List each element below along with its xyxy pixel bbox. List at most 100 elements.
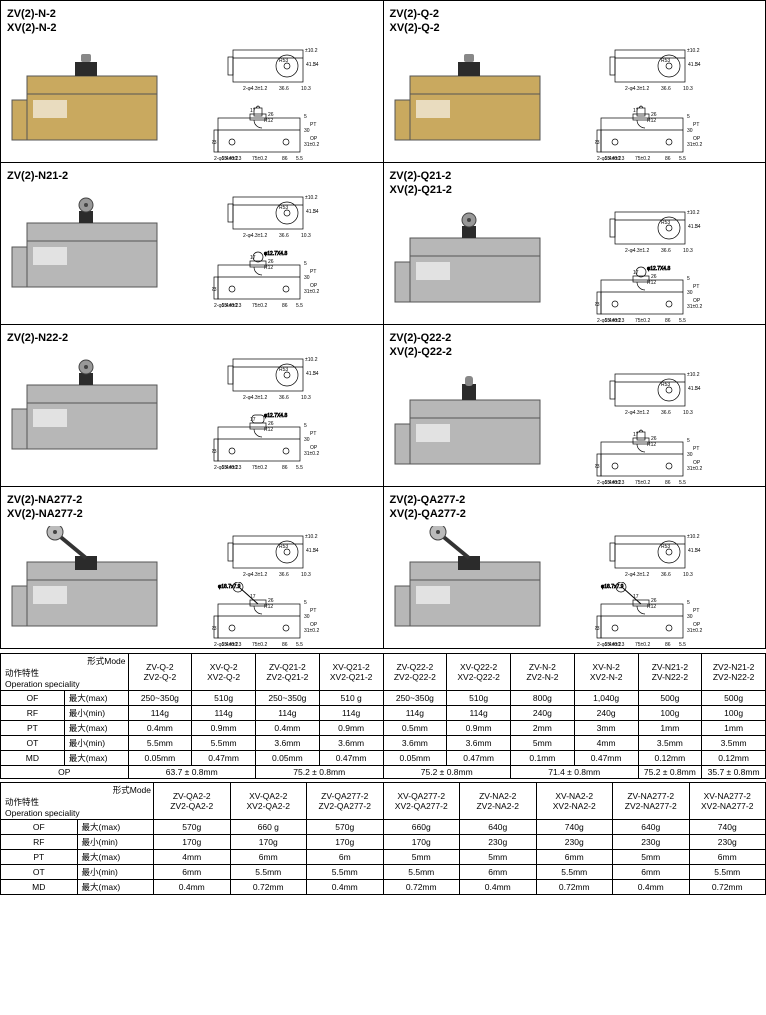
svg-text:R12: R12 [647, 118, 656, 124]
svg-text:±10.2: ±10.2 [305, 534, 318, 540]
t2-val: 170g [154, 835, 231, 850]
t1-val: 0.9mm [319, 721, 383, 736]
svg-text:25.4±0.3: 25.4±0.3 [605, 156, 625, 162]
t2-val: 570g [154, 820, 231, 835]
svg-text:10.3: 10.3 [301, 86, 311, 92]
side-view: R12 1726 530 OPPT 31±0.2 23 2-φ5.4±0.2 2… [551, 420, 760, 487]
svg-text:R53: R53 [661, 58, 670, 64]
t2-val: 170g [230, 835, 307, 850]
svg-text:17: 17 [633, 594, 639, 600]
svg-text:36.6: 36.6 [279, 86, 289, 92]
t2-hdr-corner: 形式Mode 动作特性Operation speciality [1, 783, 154, 820]
t1-col: ZV2-N21-2ZV2-N22-2 [702, 654, 766, 691]
t2-val: 740g [536, 820, 613, 835]
svg-text:31±0.2: 31±0.2 [687, 628, 702, 634]
t1-col: XV-Q21-2XV2-Q21-2 [319, 654, 383, 691]
t1-val: 240g [574, 706, 638, 721]
model-line-1: ZV(2)-Q22-2 [390, 331, 760, 345]
spec-tables: 形式Mode 动作特性Operation speciality ZV-Q-2ZV… [0, 653, 766, 895]
t2-zh: 最大(max) [77, 820, 154, 835]
t2-col: ZV-QA277-2ZV2-QA277-2 [307, 783, 384, 820]
t2-val: 230g [613, 835, 690, 850]
t2-val: 740g [689, 820, 766, 835]
t1-val: 5mm [511, 736, 575, 751]
top-view: R53 ±10.2 41.354 2-φ4.3±1.2 36.610.3 [168, 526, 377, 580]
t1-val: 800g [511, 691, 575, 706]
svg-text:75±0.2: 75±0.2 [635, 480, 650, 486]
side-view: R12 φ12.7X4.8 1726 530 OPPT 31±0.2 23 2-… [168, 243, 377, 311]
svg-text:25.4±0.3: 25.4±0.3 [605, 480, 625, 486]
svg-text:R12: R12 [264, 118, 273, 124]
svg-text:54: 54 [313, 209, 319, 215]
side-view: R12 φ12.7X4.8 1726 530 OPPT 31±0.2 23 2-… [168, 405, 377, 473]
t2-val: 5.5mm [307, 865, 384, 880]
t1-zh: 最大(max) [64, 751, 128, 766]
svg-text:75±0.2: 75±0.2 [252, 642, 267, 648]
svg-text:5.5: 5.5 [679, 642, 686, 648]
svg-text:31±0.2: 31±0.2 [304, 142, 319, 148]
t1-op-k: OP [1, 766, 129, 779]
t1-val: 1,040g [574, 691, 638, 706]
svg-text:R12: R12 [264, 265, 273, 271]
variant-cell: ZV(2)-Q21-2 XV(2)-Q21-2 R53 ±10.2 41.354… [384, 163, 766, 325]
model-line-2: XV(2)-QA277-2 [390, 507, 760, 521]
model-line-1: ZV(2)-Q-2 [390, 7, 760, 21]
top-view: R53 ±10.2 41.354 2-φ4.3±1.2 36.610.3 [551, 364, 760, 418]
top-view: R53 ±10.2 41.354 2-φ4.3±1.2 36.610.3 [551, 40, 760, 94]
variant-cell: ZV(2)-Q22-2 XV(2)-Q22-2 R53 ±10.2 41.354… [384, 325, 766, 487]
variant-grid: ZV(2)-N-2 XV(2)-N-2 R53 ±10.2 41.354 2-φ… [0, 0, 766, 649]
svg-text:17: 17 [250, 255, 256, 261]
t2-val: 0.72mm [383, 880, 460, 895]
svg-text:30: 30 [687, 290, 693, 296]
svg-text:86: 86 [282, 642, 288, 648]
t1-k: RF [1, 706, 65, 721]
t2-val: 6mm [460, 865, 537, 880]
t2-k: RF [1, 835, 78, 850]
svg-text:23: 23 [212, 140, 217, 146]
model-line-2: XV(2)-N-2 [7, 21, 377, 35]
top-view: R53 ±10.2 41.354 2-φ4.3±1.2 36.610.3 [551, 526, 760, 580]
svg-text:54: 54 [695, 386, 701, 392]
svg-text:25.4±0.3: 25.4±0.3 [222, 465, 242, 471]
t1-col: XV-Q-2XV2-Q-2 [192, 654, 256, 691]
side-view: R12 φ12.7X4.8 1726 530 OPPT 31±0.2 23 2-… [551, 258, 760, 325]
svg-text:φ18.7x7.9: φ18.7x7.9 [601, 584, 624, 590]
side-view: R12 φ18.7x7.9 1726 530 OPPT 31±0.2 23 2-… [551, 582, 760, 649]
drawings: R53 ±10.2 41.354 2-φ4.3±1.2 36.610.3 R12… [551, 526, 760, 646]
svg-text:PT: PT [310, 431, 316, 437]
svg-text:25.4±0.3: 25.4±0.3 [605, 642, 625, 648]
drawings: R53 ±10.2 41.354 2-φ4.3±1.2 36.610.3 R12… [168, 526, 377, 646]
t1-col: ZV-N-2ZV2-N-2 [511, 654, 575, 691]
t1-zh: 最小(min) [64, 736, 128, 751]
spec-table-2: 形式Mode 动作特性Operation speciality ZV-QA2-2… [0, 782, 766, 895]
variant-cell: ZV(2)-N-2 XV(2)-N-2 R53 ±10.2 41.354 2-φ… [1, 1, 384, 163]
t2-val: 0.72mm [689, 880, 766, 895]
t1-val: 2mm [511, 721, 575, 736]
t2-val: 5mm [613, 850, 690, 865]
t2-val: 660 g [230, 820, 307, 835]
t2-col: ZV-QA2-2ZV2-QA2-2 [154, 783, 231, 820]
svg-text:5.5: 5.5 [296, 465, 303, 471]
svg-text:86: 86 [282, 303, 288, 309]
t1-val: 3.5mm [702, 736, 766, 751]
svg-text:30: 30 [304, 275, 310, 281]
product-photo [7, 40, 162, 150]
svg-text:30: 30 [304, 614, 310, 620]
svg-text:17: 17 [633, 432, 639, 438]
top-view: R53 ±10.2 41.354 2-φ4.3±1.2 36.610.3 [168, 187, 377, 241]
svg-text:R12: R12 [264, 427, 273, 433]
svg-text:23: 23 [212, 626, 217, 632]
t2-k: OT [1, 865, 78, 880]
svg-text:86: 86 [282, 465, 288, 471]
t1-val: 3mm [574, 721, 638, 736]
t2-val: 0.4mm [460, 880, 537, 895]
t1-op: 75.2 ± 0.8mm [638, 766, 702, 779]
t2-val: 640g [460, 820, 537, 835]
model-line-2: XV(2)-Q21-2 [390, 183, 760, 197]
t1-val: 100g [702, 706, 766, 721]
svg-text:2-φ4.3±1.2: 2-φ4.3±1.2 [625, 410, 650, 416]
svg-text:86: 86 [665, 156, 671, 162]
t1-val: 0.47mm [192, 751, 256, 766]
svg-text:2-φ4.3±1.2: 2-φ4.3±1.2 [625, 572, 650, 578]
t2-col: ZV-NA277-2ZV2-NA277-2 [613, 783, 690, 820]
